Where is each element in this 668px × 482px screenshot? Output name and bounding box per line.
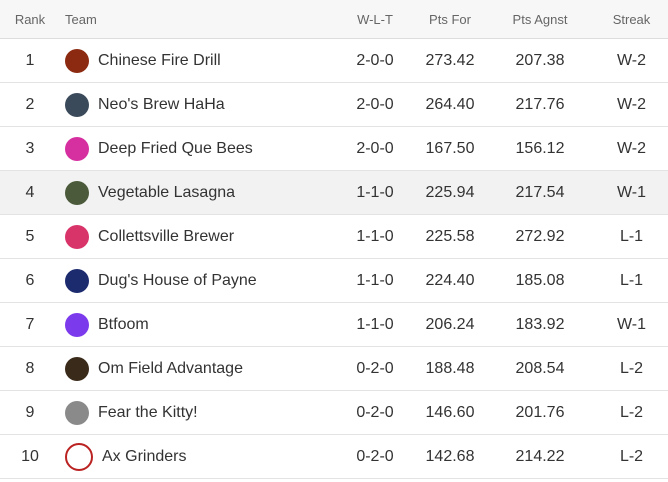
team-row: 6 Dug's House of Payne 1-1-0 224.40 185.08 L-… xyxy=(0,259,668,303)
team-row: 10 Ax Grinders 0-2-0 142.68 214.22 L-2 xyxy=(0,435,668,479)
team-row: 2 Neo's Brew HaHa 2-0-0 264.40 217.76 W-2 xyxy=(0,83,668,127)
pts-against-cell: 207.38 xyxy=(515,51,565,69)
team-cell: Neo's Brew HaHa xyxy=(60,92,335,117)
wlt-cell: 1-1-0 xyxy=(356,315,394,333)
team-avatar xyxy=(65,180,89,205)
pts-for-cell: 167.50 xyxy=(425,139,475,157)
rank-cell: 8 xyxy=(25,359,35,377)
team-row: 7 Btfoom 1-1-0 206.24 183.92 W-1 xyxy=(0,303,668,347)
wlt-cell: 1-1-0 xyxy=(356,271,394,289)
team-avatar xyxy=(65,268,89,293)
team-cell: Vegetable Lasagna xyxy=(60,180,335,205)
team-cell: Ax Grinders xyxy=(60,442,335,471)
team-header: Team xyxy=(65,11,97,27)
team-cell: Collettsville Brewer xyxy=(60,224,335,249)
team-avatar xyxy=(65,312,89,337)
pts-against-header[interactable]: Pts Agnst xyxy=(512,11,568,27)
team-row: 1 Chinese Fire Drill 2-0-0 273.42 207.38 W-2 xyxy=(0,39,668,83)
pts-for-cell: 225.58 xyxy=(425,227,475,245)
team-row: 3 Deep Fried Que Bees 2-0-0 167.50 156.12 W-2 xyxy=(0,127,668,171)
wlt-cell: 0-2-0 xyxy=(356,403,394,421)
wlt-header[interactable]: W-L-T xyxy=(357,11,393,27)
pts-against-cell: 208.54 xyxy=(515,359,565,377)
pts-for-cell: 273.42 xyxy=(425,51,475,69)
team-name[interactable]: Neo's Brew HaHa xyxy=(98,95,225,113)
streak-cell: W-2 xyxy=(616,95,647,113)
team-cell: Fear the Kitty! xyxy=(60,400,335,425)
pts-against-cell: 156.12 xyxy=(515,139,565,157)
rank-cell: 7 xyxy=(25,315,35,333)
streak-cell: W-1 xyxy=(616,315,647,333)
pts-against-cell: 214.22 xyxy=(515,447,565,465)
pts-against-cell: 272.92 xyxy=(515,227,565,245)
pts-for-cell: 264.40 xyxy=(425,95,475,113)
team-name[interactable]: Chinese Fire Drill xyxy=(98,51,221,69)
pts-for-cell: 188.48 xyxy=(425,359,475,377)
team-cell: Deep Fried Que Bees xyxy=(60,136,335,161)
team-name[interactable]: Deep Fried Que Bees xyxy=(98,139,253,157)
streak-cell: L-1 xyxy=(619,271,644,289)
team-name[interactable]: Btfoom xyxy=(98,315,149,333)
team-avatar xyxy=(65,356,89,381)
team-name[interactable]: Collettsville Brewer xyxy=(98,227,235,245)
team-avatar xyxy=(65,48,89,73)
pts-against-cell: 217.76 xyxy=(515,95,565,113)
team-row: 5 Collettsville Brewer 1-1-0 225.58 272.92 L-… xyxy=(0,215,668,259)
team-row: 8 Om Field Advantage 0-2-0 188.48 208.54 L-2 xyxy=(0,347,668,391)
wlt-cell: 1-1-0 xyxy=(356,227,394,245)
streak-cell: L-2 xyxy=(619,447,644,465)
team-avatar xyxy=(65,92,89,117)
wlt-cell: 0-2-0 xyxy=(356,447,394,465)
streak-cell: L-1 xyxy=(619,227,644,245)
streak-cell: W-2 xyxy=(616,51,647,69)
wlt-cell: 2-0-0 xyxy=(356,51,394,69)
team-name[interactable]: Fear the Kitty! xyxy=(98,403,198,421)
streak-cell: L-2 xyxy=(619,403,644,421)
rank-cell: 2 xyxy=(25,95,35,113)
wlt-cell: 0-2-0 xyxy=(356,359,394,377)
team-name[interactable]: Om Field Advantage xyxy=(98,359,243,377)
wlt-cell: 2-0-0 xyxy=(356,139,394,157)
wlt-cell: 1-1-0 xyxy=(356,183,394,201)
pts-against-cell: 185.08 xyxy=(515,271,565,289)
streak-cell: W-1 xyxy=(616,183,647,201)
pts-against-cell: 183.92 xyxy=(515,315,565,333)
team-avatar xyxy=(65,136,89,161)
rank-cell: 10 xyxy=(21,447,39,465)
wlt-cell: 2-0-0 xyxy=(356,95,394,113)
team-row: 9 Fear the Kitty! 0-2-0 146.60 201.76 L-2 xyxy=(0,391,668,435)
team-cell: Dug's House of Payne xyxy=(60,268,335,293)
rank-cell: 4 xyxy=(25,183,35,201)
streak-cell: L-2 xyxy=(619,359,644,377)
team-row: 4 Vegetable Lasagna 1-1-0 225.94 217.54 W-1 xyxy=(0,171,668,215)
team-cell: Om Field Advantage xyxy=(60,356,335,381)
team-name[interactable]: Vegetable Lasagna xyxy=(98,183,236,201)
rank-cell: 5 xyxy=(25,227,35,245)
team-avatar xyxy=(65,442,93,471)
team-name[interactable]: Ax Grinders xyxy=(102,447,187,465)
pts-for-cell: 224.40 xyxy=(425,271,475,289)
rank-cell: 6 xyxy=(25,271,35,289)
team-cell: Btfoom xyxy=(60,312,335,337)
team-cell: Chinese Fire Drill xyxy=(60,48,335,73)
team-avatar xyxy=(65,224,89,249)
pts-for-cell: 206.24 xyxy=(425,315,475,333)
header-row: Rank Team W-L-T Pts For Pts Agnst Streak xyxy=(0,0,668,39)
pts-for-cell: 142.68 xyxy=(425,447,475,465)
rank-cell: 3 xyxy=(25,139,35,157)
rank-cell: 1 xyxy=(25,51,35,69)
pts-against-cell: 217.54 xyxy=(515,183,565,201)
pts-against-cell: 201.76 xyxy=(515,403,565,421)
pts-for-header[interactable]: Pts For xyxy=(429,11,471,27)
pts-for-cell: 146.60 xyxy=(425,403,475,421)
streak-cell: W-2 xyxy=(616,139,647,157)
team-name[interactable]: Dug's House of Payne xyxy=(98,271,257,289)
pts-for-cell: 225.94 xyxy=(425,183,475,201)
streak-header[interactable]: Streak xyxy=(612,11,651,27)
team-avatar xyxy=(65,400,89,425)
rank-cell: 9 xyxy=(25,403,35,421)
rank-header[interactable]: Rank xyxy=(14,11,46,27)
